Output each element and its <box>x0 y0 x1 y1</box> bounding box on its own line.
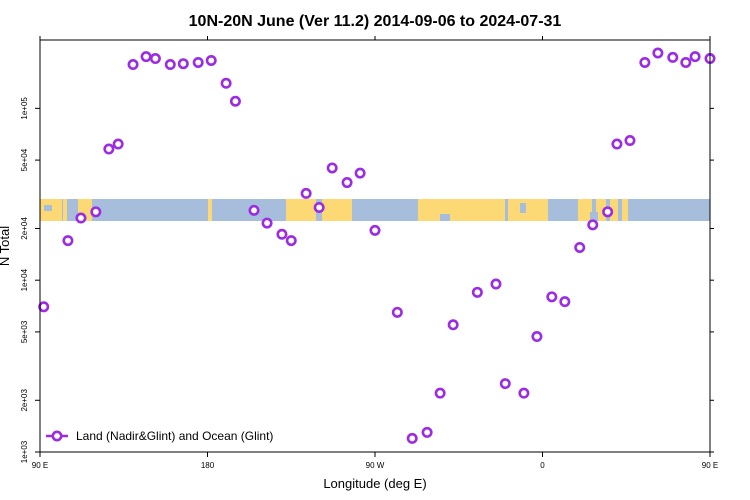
x-tick-label: 0 <box>540 461 545 470</box>
data-point <box>326 162 338 174</box>
data-point <box>90 206 102 218</box>
y-tick-label: 2e+04 <box>20 217 29 240</box>
land-segment <box>300 199 316 221</box>
x-tick-label: 90 W <box>366 461 385 470</box>
land-segment <box>622 199 628 221</box>
data-point <box>667 51 679 63</box>
data-point <box>421 426 433 438</box>
land-segment <box>578 199 592 221</box>
data-point <box>248 204 260 216</box>
data-point <box>300 187 312 199</box>
land-segment <box>63 199 67 221</box>
data-point <box>447 319 459 331</box>
data-point <box>518 387 530 399</box>
land-segment <box>610 199 618 221</box>
data-point <box>103 143 115 155</box>
y-axis: 1e+03 2e+03 5e+03 1e+04 2e+04 5e+04 1e+05 <box>20 97 714 463</box>
shore-detail <box>44 205 52 211</box>
data-point <box>602 206 614 218</box>
y-axis-label: N Total <box>0 226 12 266</box>
data-point <box>471 286 483 298</box>
data-point <box>205 54 217 66</box>
data-point <box>587 219 599 231</box>
data-point <box>391 306 403 318</box>
data-point <box>313 201 325 213</box>
data-point <box>406 432 418 444</box>
data-point <box>62 235 74 247</box>
shore-detail <box>440 214 450 221</box>
data-point <box>341 177 353 189</box>
data-point <box>652 47 664 59</box>
data-point <box>38 301 50 313</box>
data-point <box>574 241 586 253</box>
y-tick-label: 5e+04 <box>20 148 29 171</box>
land-segment <box>322 199 352 221</box>
data-point <box>261 217 273 229</box>
data-point <box>127 59 139 71</box>
data-point <box>192 56 204 68</box>
data-point <box>220 77 232 89</box>
data-point <box>546 291 558 303</box>
legend-marker-swatch <box>51 430 63 442</box>
data-point <box>177 58 189 70</box>
data-point <box>434 387 446 399</box>
legend-label: Land (Nadir&Glint) and Ocean (Glint) <box>76 429 273 443</box>
data-point <box>369 224 381 236</box>
data-point <box>624 135 636 147</box>
y-tick-label: 5e+03 <box>20 320 29 343</box>
data-point <box>285 235 297 247</box>
land-segment <box>508 199 548 221</box>
data-point <box>276 228 288 240</box>
data-point <box>112 138 124 150</box>
data-point <box>531 331 543 343</box>
data-point <box>689 51 701 63</box>
data-point <box>164 59 176 71</box>
data-point <box>611 138 623 150</box>
data-point <box>499 378 511 390</box>
x-axis-label: Longitude (deg E) <box>323 476 426 491</box>
shore-detail <box>590 212 598 221</box>
data-point <box>559 296 571 308</box>
data-point <box>140 51 152 63</box>
y-tick-label: 1e+04 <box>20 268 29 291</box>
data-point <box>639 56 651 68</box>
y-tick-label: 2e+03 <box>20 388 29 411</box>
data-point <box>680 56 692 68</box>
shore-detail <box>520 203 526 213</box>
legend: Land (Nadir&Glint) and Ocean (Glint) <box>46 429 273 443</box>
data-point <box>149 53 161 65</box>
land-segment <box>596 199 606 221</box>
data-points <box>38 47 716 444</box>
land-segment <box>208 199 212 221</box>
data-point <box>490 278 502 290</box>
land-segment <box>418 199 505 221</box>
land-segment <box>286 199 300 221</box>
y-tick-label: 1e+03 <box>20 440 29 463</box>
x-axis: 90 E 180 90 W 0 90 E <box>32 36 718 470</box>
chart-title: 10N-20N June (Ver 11.2) 2014-09-06 to 20… <box>189 13 562 30</box>
data-point <box>229 95 241 107</box>
map-band <box>40 199 710 221</box>
x-tick-label: 180 <box>201 461 215 470</box>
data-point <box>354 167 366 179</box>
x-tick-label: 90 E <box>702 461 718 470</box>
x-tick-label: 90 E <box>32 461 48 470</box>
y-tick-label: 1e+05 <box>20 97 29 120</box>
data-point <box>75 212 87 224</box>
